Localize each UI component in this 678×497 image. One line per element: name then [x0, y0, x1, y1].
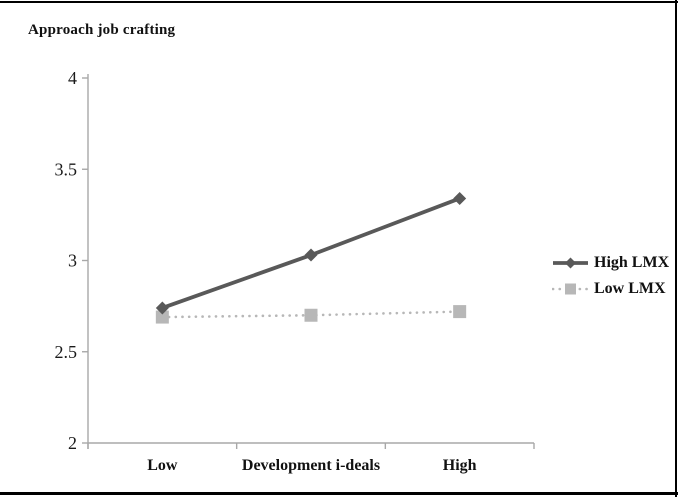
bottom-rule — [0, 492, 678, 495]
square-marker-icon — [155, 310, 169, 324]
high-lmx-line-sample-icon — [553, 257, 588, 268]
legend: High LMX Low LMX — [552, 250, 669, 301]
legend-label-low-lmx: Low LMX — [594, 279, 666, 297]
y-tick-label: 3 — [68, 251, 77, 271]
top-rule — [0, 1, 678, 3]
right-edge-rule — [675, 0, 677, 497]
x-category-label: Low — [147, 457, 178, 474]
y-tick-label: 4 — [68, 68, 77, 88]
square-marker-icon — [304, 308, 318, 322]
diamond-marker-icon — [155, 301, 169, 315]
low-lmx-line-sample-icon — [552, 283, 589, 294]
chart-title: Approach job crafting — [28, 22, 176, 38]
legend-label-high-lmx: High LMX — [594, 253, 670, 271]
y-tick-label: 3.5 — [55, 159, 78, 179]
y-tick-label: 2.5 — [55, 342, 78, 362]
square-marker-icon — [453, 305, 467, 319]
legend-item-low-lmx: Low LMX — [552, 276, 669, 301]
x-category-label: High — [443, 457, 477, 474]
x-category-label: Development i-deals — [242, 457, 380, 474]
diamond-marker-icon — [304, 248, 318, 262]
legend-item-high-lmx: High LMX — [552, 250, 669, 275]
diamond-marker-icon — [453, 191, 467, 205]
y-tick-label: 2 — [68, 433, 77, 453]
